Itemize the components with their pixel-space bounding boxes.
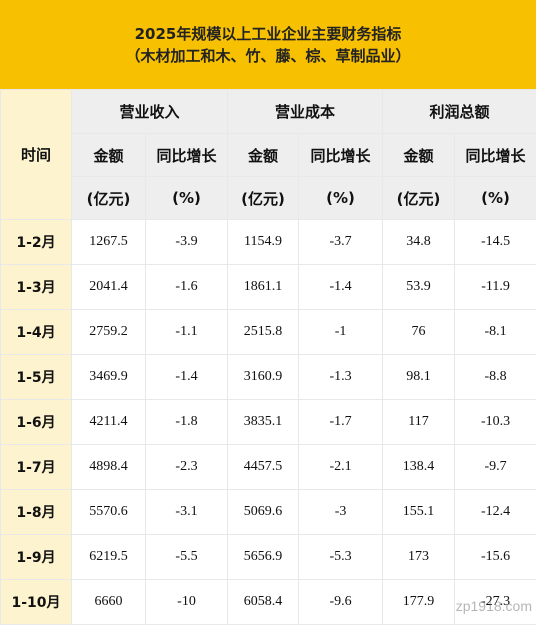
table-title: 2025年规模以上工业企业主要财务指标 （木材加工和木、竹、藤、棕、草制品业） (0, 0, 536, 89)
header-yoy: 同比增长 (455, 134, 536, 177)
row-period: 1-5月 (1, 355, 72, 400)
profit-amount-cell: 117 (383, 400, 455, 445)
cost-amount-cell: 5656.9 (228, 535, 299, 580)
profit-yoy-cell: -14.5 (455, 220, 536, 265)
title-line-1: 2025年规模以上工业企业主要财务指标 (135, 23, 402, 45)
profit-amount-cell: 76 (383, 310, 455, 355)
cost-yoy-cell: -1.7 (299, 400, 383, 445)
profit-yoy-cell: -9.7 (455, 445, 536, 490)
cost-yoy-cell: -1.4 (299, 265, 383, 310)
header-yoy: 同比增长 (299, 134, 383, 177)
header-profit: 利润总额 (383, 90, 536, 134)
row-period: 1-4月 (1, 310, 72, 355)
revenue-yoy-cell: -1.6 (146, 265, 228, 310)
title-line-2: （木材加工和木、竹、藤、棕、草制品业） (125, 45, 410, 67)
profit-amount-cell: 53.9 (383, 265, 455, 310)
header-cost: 营业成本 (228, 90, 383, 134)
revenue-yoy-cell: -1.4 (146, 355, 228, 400)
row-period: 1-8月 (1, 490, 72, 535)
profit-yoy-cell: -15.6 (455, 535, 536, 580)
header-yoy: 同比增长 (146, 134, 228, 177)
revenue-amount-cell: 1267.5 (72, 220, 146, 265)
header-time: 时间 (1, 90, 72, 220)
revenue-yoy-cell: -5.5 (146, 535, 228, 580)
profit-yoy-cell: -10.3 (455, 400, 536, 445)
cost-yoy-cell: -1 (299, 310, 383, 355)
header-amount-unit: (亿元) (228, 177, 299, 220)
cost-yoy-cell: -5.3 (299, 535, 383, 580)
header-yoy-unit: (%) (455, 177, 536, 220)
revenue-yoy-cell: -2.3 (146, 445, 228, 490)
cost-yoy-cell: -3 (299, 490, 383, 535)
row-period: 1-6月 (1, 400, 72, 445)
cost-amount-cell: 1861.1 (228, 265, 299, 310)
cost-amount-cell: 3160.9 (228, 355, 299, 400)
profit-amount-cell: 155.1 (383, 490, 455, 535)
cost-yoy-cell: -3.7 (299, 220, 383, 265)
revenue-yoy-cell: -1.1 (146, 310, 228, 355)
revenue-amount-cell: 3469.9 (72, 355, 146, 400)
profit-amount-cell: 98.1 (383, 355, 455, 400)
revenue-amount-cell: 5570.6 (72, 490, 146, 535)
profit-amount-cell: 173 (383, 535, 455, 580)
cost-amount-cell: 1154.9 (228, 220, 299, 265)
cost-amount-cell: 2515.8 (228, 310, 299, 355)
revenue-amount-cell: 6219.5 (72, 535, 146, 580)
profit-amount-cell: 34.8 (383, 220, 455, 265)
header-amount: 金额 (383, 134, 455, 177)
revenue-yoy-cell: -3.1 (146, 490, 228, 535)
profit-amount-cell: 138.4 (383, 445, 455, 490)
cost-amount-cell: 3835.1 (228, 400, 299, 445)
row-period: 1-3月 (1, 265, 72, 310)
header-amount: 金额 (228, 134, 299, 177)
cost-yoy-cell: -1.3 (299, 355, 383, 400)
revenue-amount-cell: 2759.2 (72, 310, 146, 355)
row-period: 1-2月 (1, 220, 72, 265)
header-amount: 金额 (72, 134, 146, 177)
header-revenue: 营业收入 (72, 90, 228, 134)
revenue-yoy-cell: -1.8 (146, 400, 228, 445)
profit-yoy-cell: -12.4 (455, 490, 536, 535)
profit-yoy-cell: -11.9 (455, 265, 536, 310)
header-yoy-unit: (%) (299, 177, 383, 220)
revenue-amount-cell: 4211.4 (72, 400, 146, 445)
watermark: zp1918.com (456, 598, 532, 614)
cost-yoy-cell: -2.1 (299, 445, 383, 490)
row-period: 1-7月 (1, 445, 72, 490)
header-amount-unit: (亿元) (72, 177, 146, 220)
financial-indicators-table: 时间 营业收入 营业成本 利润总额 金额 同比增长 金额 同比增长 金额 同比增… (0, 89, 536, 625)
header-yoy-unit: (%) (146, 177, 228, 220)
profit-yoy-cell: -8.8 (455, 355, 536, 400)
cost-amount-cell: 5069.6 (228, 490, 299, 535)
row-period: 1-9月 (1, 535, 72, 580)
revenue-amount-cell: 4898.4 (72, 445, 146, 490)
profit-yoy-cell: -8.1 (455, 310, 536, 355)
revenue-amount-cell: 2041.4 (72, 265, 146, 310)
cost-amount-cell: 4457.5 (228, 445, 299, 490)
header-amount-unit: (亿元) (383, 177, 455, 220)
revenue-yoy-cell: -3.9 (146, 220, 228, 265)
